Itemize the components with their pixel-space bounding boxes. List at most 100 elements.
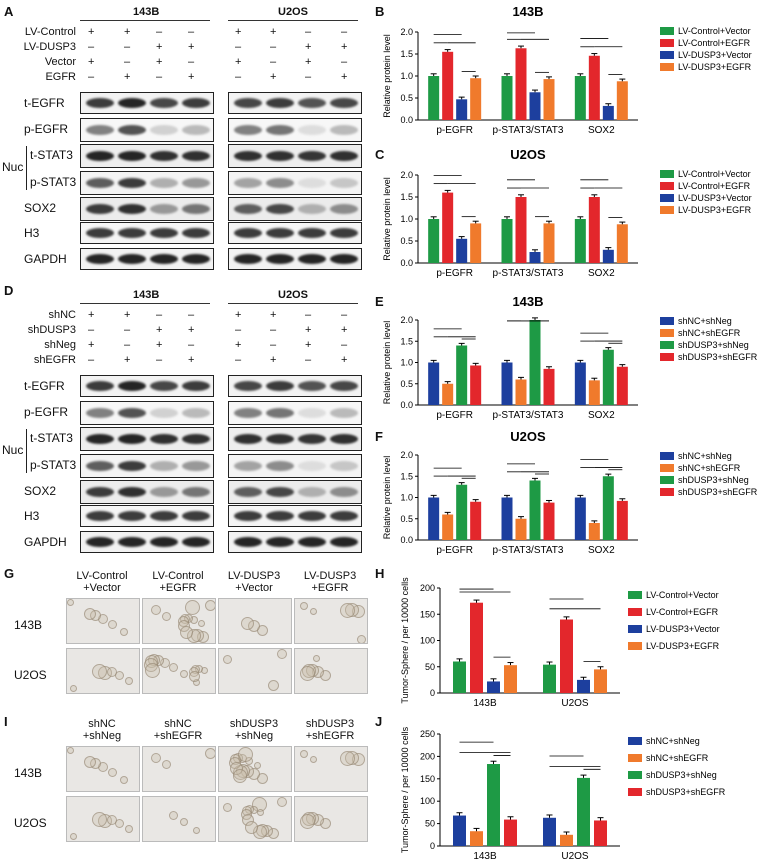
blot-band [234, 151, 262, 161]
condition-sign: – [341, 339, 348, 351]
blot-strip [80, 222, 214, 244]
blot-band [118, 125, 146, 135]
legend-swatch [660, 182, 674, 190]
sphere [257, 809, 264, 816]
blot-label: GAPDH [24, 535, 67, 549]
condition-sign: – [341, 26, 348, 38]
blot-strip [80, 197, 214, 221]
column-label: +shNeg [82, 730, 122, 742]
sphere-image [218, 746, 292, 792]
blot-band [234, 408, 262, 418]
blot-band [234, 487, 262, 497]
sphere [92, 664, 107, 679]
blot-band [234, 98, 262, 108]
sphere [169, 811, 178, 820]
blot-band [182, 408, 210, 418]
legend-swatch [660, 39, 674, 47]
bar [588, 380, 600, 405]
blot-label: p-STAT3 [30, 458, 77, 472]
column-label: shNC [88, 718, 116, 730]
y-tick-label: 1.0 [400, 358, 413, 368]
sphere-image [294, 598, 368, 644]
blot-band [182, 228, 210, 238]
chart-j: 0 50 100 150 200 250 Tumor-Sphere / per 10000 … [400, 726, 726, 862]
bar [574, 219, 586, 263]
bar [515, 48, 527, 120]
blot-band [266, 487, 294, 497]
blot-band [118, 98, 146, 108]
blot-band [150, 204, 178, 214]
legend-swatch [660, 27, 674, 35]
legend-swatch [660, 488, 674, 496]
sphere [223, 655, 232, 664]
condition-sign: + [341, 324, 348, 336]
bar [529, 92, 541, 120]
y-tick-label: 1.5 [400, 336, 413, 346]
sphere [205, 748, 215, 759]
blot-band [150, 254, 178, 264]
condition-label: shNC [48, 309, 76, 321]
blot-band [150, 381, 178, 391]
y-tick-label: 0.0 [400, 258, 413, 268]
bar [470, 78, 482, 120]
chart-h: 0 50 100 150 200 Tumor-Sphere / per 10000 cel… [400, 577, 720, 709]
sphere [238, 747, 253, 762]
condition-sign: – [270, 324, 277, 336]
y-tick-label: 0.5 [400, 236, 413, 246]
legend-swatch [660, 452, 674, 460]
blot-strip [228, 401, 362, 425]
category-label: SOX2 [588, 545, 615, 556]
blot-strip [80, 118, 214, 142]
nuc-bracket [26, 146, 30, 190]
blot-strip [228, 144, 362, 168]
blot-band [330, 98, 358, 108]
y-axis-label: Relative protein level [382, 34, 392, 118]
title-rule-left [80, 20, 210, 21]
blot-strip [228, 171, 362, 195]
sphere [67, 599, 74, 606]
condition-sign: – [235, 324, 242, 336]
blot-strip [228, 92, 362, 114]
y-tick-label: 50 [425, 819, 435, 829]
sphere [241, 617, 254, 630]
sphere [108, 620, 117, 629]
blot-label: t-EGFR [24, 379, 65, 393]
cell-title-143b: 143B [133, 289, 160, 301]
blot-label: SOX2 [24, 484, 57, 498]
bar [602, 476, 614, 540]
blot-band [234, 461, 262, 471]
y-tick-label: 0.5 [400, 514, 413, 524]
chart-b: 143B 0.0 0.5 1.0 1.5 2.0 Relative protein leve… [382, 4, 752, 136]
bar [470, 365, 482, 405]
legend-label: LV-Control+EGFR [646, 607, 719, 617]
sphere-image [294, 746, 368, 792]
blot-band [266, 178, 294, 188]
blot-band [234, 254, 262, 264]
blot-strip [80, 171, 214, 195]
blot-band [266, 381, 294, 391]
bar [428, 219, 440, 263]
legend-swatch [660, 353, 674, 361]
condition-sign: + [305, 339, 312, 351]
blot-band [182, 204, 210, 214]
category-label: p-EGFR [436, 125, 473, 136]
sphere [357, 635, 366, 643]
bar [594, 820, 607, 846]
condition-sign: – [341, 309, 348, 321]
condition-sign: + [188, 71, 195, 83]
blot-band [118, 511, 146, 521]
blot-band [86, 151, 114, 161]
blot-band [298, 537, 326, 547]
blot-band [118, 461, 146, 471]
blot-band [266, 511, 294, 521]
bar [543, 223, 555, 263]
condition-sign: – [88, 71, 95, 83]
blot-band [86, 204, 114, 214]
y-tick-label: 1.5 [400, 471, 413, 481]
blot-band [86, 254, 114, 264]
bar [529, 252, 541, 263]
blot-band [330, 537, 358, 547]
blot-band [234, 381, 262, 391]
sphere-image [294, 796, 368, 842]
blot-band [298, 98, 326, 108]
